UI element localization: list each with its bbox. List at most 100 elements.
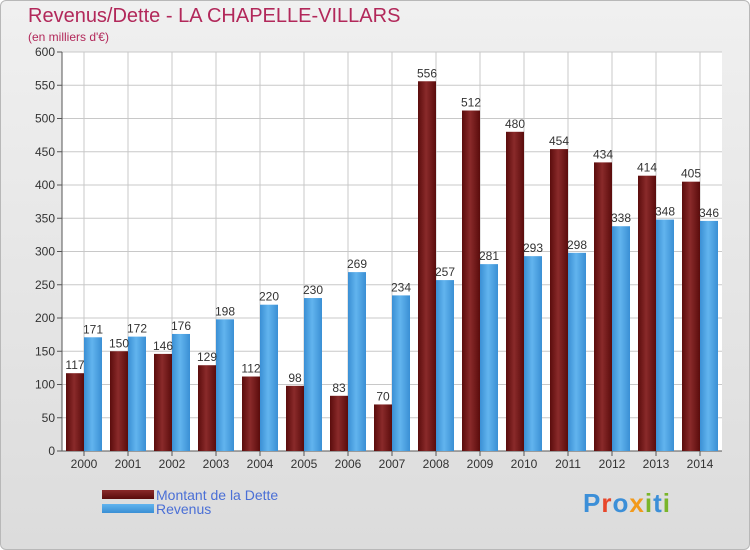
y-tick-label: 350 (35, 211, 55, 225)
data-label-revenus: 234 (391, 280, 411, 294)
x-tick-label: 2000 (71, 457, 98, 471)
data-label-revenus: 293 (523, 241, 543, 255)
data-label-dette: 112 (241, 362, 260, 376)
logo-letter: i (662, 488, 671, 518)
bar-revenus (656, 219, 674, 451)
x-tick-label: 2004 (247, 457, 274, 471)
y-tick-label: 150 (35, 344, 55, 358)
data-label-revenus: 230 (303, 283, 323, 297)
data-label-revenus: 220 (259, 290, 279, 304)
x-tick-label: 2011 (555, 457, 581, 471)
bar-dette (682, 181, 700, 452)
data-label-revenus: 348 (655, 205, 675, 219)
bar-dette (198, 365, 216, 451)
bar-dette (286, 385, 304, 451)
bar-revenus (568, 252, 586, 451)
x-tick-label: 2002 (159, 457, 186, 471)
y-tick-label: 100 (35, 378, 55, 392)
data-label-revenus: 171 (83, 322, 103, 336)
bar-revenus (480, 264, 498, 451)
bar-revenus (436, 280, 454, 451)
data-label-dette: 70 (376, 389, 390, 403)
data-label-dette: 512 (461, 96, 481, 110)
bar-revenus (84, 337, 102, 451)
logo-letter: x (629, 488, 645, 518)
logo-letter: i (644, 488, 654, 518)
legend-swatch-dette (102, 490, 154, 499)
data-label-dette: 414 (637, 161, 657, 175)
data-label-dette: 129 (197, 350, 217, 364)
logo-letter: P (583, 488, 602, 518)
bar-dette (462, 110, 480, 452)
x-tick-label: 2005 (291, 457, 318, 471)
x-tick-label: 2007 (379, 457, 406, 471)
y-tick-label: 450 (35, 145, 55, 159)
data-label-revenus: 298 (567, 238, 587, 252)
y-tick-label: 250 (35, 278, 55, 292)
bar-revenus (128, 336, 146, 451)
logo-letter: t (653, 488, 663, 518)
bar-revenus (392, 295, 410, 451)
y-tick-label: 550 (35, 78, 55, 92)
x-tick-label: 2006 (335, 457, 362, 471)
y-tick-label: 600 (35, 45, 55, 59)
bar-revenus (304, 298, 322, 451)
bar-dette (506, 131, 524, 452)
chart-title: Revenus/Dette - LA CHAPELLE-VILLARS (28, 5, 401, 27)
x-tick-label: 2001 (115, 457, 142, 471)
legend-label-revenus: Revenus (156, 501, 212, 517)
bar-revenus (612, 226, 630, 451)
data-label-dette: 434 (593, 147, 613, 161)
y-tick-label: 300 (35, 245, 55, 259)
bar-revenus (172, 333, 190, 451)
bar-dette (330, 395, 348, 451)
data-label-revenus: 281 (479, 249, 499, 263)
x-tick-label: 2013 (643, 457, 670, 471)
y-tick-label: 500 (35, 112, 55, 126)
x-tick-label: 2014 (687, 457, 714, 471)
data-label-revenus: 269 (347, 257, 367, 271)
y-tick-label: 50 (42, 411, 56, 425)
data-label-dette: 117 (65, 358, 84, 372)
chart-subtitle: (en milliers d'€) (28, 30, 109, 44)
bar-dette (110, 351, 128, 451)
data-label-dette: 556 (417, 66, 437, 80)
data-label-revenus: 176 (171, 319, 191, 333)
x-tick-label: 2003 (203, 457, 230, 471)
x-tick-label: 2009 (467, 457, 494, 471)
data-label-dette: 480 (505, 117, 525, 131)
data-label-dette: 405 (681, 167, 701, 181)
bar-dette (66, 373, 84, 451)
bar-revenus (700, 220, 718, 451)
data-label-dette: 146 (153, 339, 173, 353)
bar-revenus (260, 304, 278, 451)
bar-revenus (216, 319, 234, 451)
bar-dette (550, 149, 568, 451)
data-label-dette: 454 (549, 134, 569, 148)
bar-dette (242, 376, 260, 451)
data-label-revenus: 346 (699, 206, 719, 220)
data-label-dette: 150 (109, 336, 129, 350)
legend-label-dette: Montant de la Dette (156, 487, 279, 503)
data-label-revenus: 198 (215, 304, 235, 318)
x-tick-label: 2012 (599, 457, 626, 471)
x-tick-label: 2008 (423, 457, 450, 471)
logo-letter: r (601, 488, 613, 518)
legend-swatch-revenus (102, 504, 154, 513)
y-tick-label: 0 (48, 444, 55, 458)
bar-dette (594, 162, 612, 451)
proxiti-logo: Proxiti (583, 488, 671, 519)
data-label-revenus: 172 (127, 322, 147, 336)
y-tick-label: 400 (35, 178, 55, 192)
data-label-revenus: 257 (435, 265, 455, 279)
bar-revenus (348, 272, 366, 451)
bar-dette (154, 353, 172, 451)
y-tick-label: 200 (35, 311, 55, 325)
data-label-revenus: 338 (611, 211, 631, 225)
bar-dette (374, 404, 392, 451)
bar-dette (638, 175, 656, 451)
data-label-dette: 98 (288, 371, 302, 385)
bar-dette (418, 81, 436, 451)
